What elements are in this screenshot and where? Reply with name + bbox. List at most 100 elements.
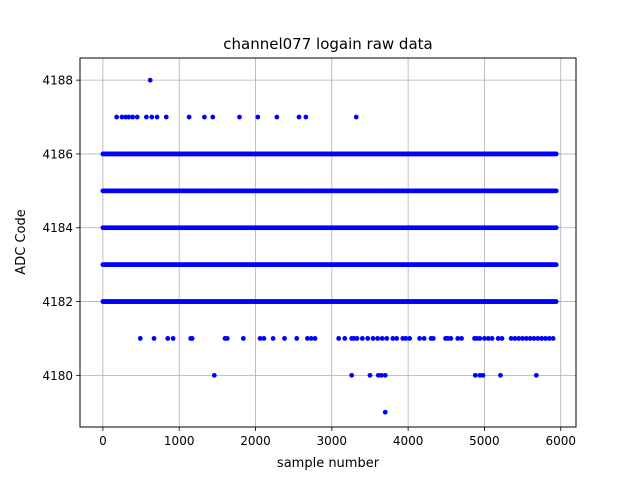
data-point: [379, 336, 385, 341]
x-tick-label: 4000: [393, 434, 424, 448]
data-point: [365, 336, 371, 341]
data-point: [455, 336, 461, 341]
data-point: [390, 336, 396, 341]
data-point: [308, 336, 314, 341]
data-point: [143, 114, 149, 120]
data-point: [303, 114, 309, 120]
data-point: [163, 114, 169, 120]
data-point: [367, 372, 373, 378]
x-tick-label: 5000: [469, 434, 500, 448]
data-point: [482, 336, 487, 341]
data-point: [170, 336, 176, 341]
data-point: [407, 336, 413, 341]
data-point: [147, 77, 153, 83]
data-point: [553, 188, 559, 194]
data-point: [353, 114, 359, 120]
data-point: [417, 336, 422, 341]
chart-title: channel077 logain raw data: [223, 35, 432, 53]
x-tick-label: 0: [99, 434, 107, 448]
data-point: [165, 336, 171, 341]
data-point: [508, 336, 514, 341]
data-point: [294, 336, 300, 341]
x-tick-label: 6000: [545, 434, 576, 448]
data-point: [201, 114, 207, 120]
data-point: [130, 114, 136, 120]
data-point: [154, 114, 160, 120]
y-tick-label: 4188: [42, 74, 73, 88]
data-point: [237, 114, 242, 120]
data-point: [430, 336, 436, 341]
x-tick-label: 2000: [240, 434, 271, 448]
y-tick-label: 4184: [42, 221, 73, 235]
y-axis-label: ADC Code: [14, 209, 29, 274]
data-point: [354, 336, 360, 341]
data-point: [261, 336, 267, 341]
data-point: [421, 336, 427, 341]
data-point: [480, 372, 486, 378]
data-point: [553, 299, 559, 304]
data-point: [531, 336, 537, 341]
y-tick-label: 4186: [42, 147, 73, 161]
data-point: [186, 114, 192, 120]
x-tick-label: 3000: [317, 434, 348, 448]
data-point: [524, 336, 529, 341]
data-point: [539, 336, 545, 341]
data-point: [336, 336, 342, 341]
data-point: [382, 372, 388, 378]
data-point: [543, 336, 548, 341]
data-point: [134, 114, 140, 120]
data-point: [305, 336, 310, 341]
data-point: [472, 372, 478, 378]
data-point: [459, 336, 464, 341]
data-point: [550, 336, 556, 341]
x-tick-label: 1000: [164, 434, 195, 448]
data-point: [546, 336, 552, 341]
data-point: [342, 336, 348, 341]
x-axis-label: sample number: [277, 456, 380, 471]
data-point: [495, 336, 501, 341]
data-point: [189, 336, 195, 341]
x-axis-ticks: 0 1000 2000 3000 4000 5000 6000: [99, 427, 576, 448]
data-point: [498, 372, 503, 378]
data-point: [384, 336, 390, 341]
data-point: [282, 336, 287, 341]
data-point: [533, 372, 539, 378]
data-point: [527, 336, 533, 341]
y-tick-label: 4182: [42, 295, 73, 309]
data-point: [379, 372, 384, 378]
data-point: [359, 336, 365, 341]
data-point: [210, 114, 216, 120]
data-point: [211, 372, 217, 378]
data-point: [499, 336, 505, 341]
data-point: [119, 114, 125, 120]
data-point: [477, 336, 483, 341]
data-point: [394, 336, 400, 341]
data-point: [312, 336, 318, 341]
plot-frame: [79, 57, 577, 428]
data-point: [375, 336, 380, 341]
data-point: [151, 336, 157, 341]
data-point: [149, 114, 155, 120]
data-point: [126, 114, 132, 120]
y-tick-label: 4180: [42, 369, 73, 383]
data-point: [137, 336, 143, 341]
data-point: [240, 336, 246, 341]
data-point: [485, 336, 491, 341]
data-point: [114, 114, 120, 120]
data-point: [448, 336, 454, 341]
data-point: [553, 225, 559, 231]
y-axis-ticks: 4180 4182 4184 4186 4188: [42, 74, 80, 383]
data-point: [270, 336, 276, 341]
data-point: [553, 151, 559, 157]
data-point: [520, 336, 525, 341]
data-point: [296, 114, 302, 120]
data-point: [274, 114, 280, 120]
data-point: [349, 372, 355, 378]
data-point: [224, 336, 230, 341]
data-point: [512, 336, 518, 341]
data-point: [535, 336, 541, 341]
data-point: [370, 336, 376, 341]
data-point: [403, 336, 409, 341]
